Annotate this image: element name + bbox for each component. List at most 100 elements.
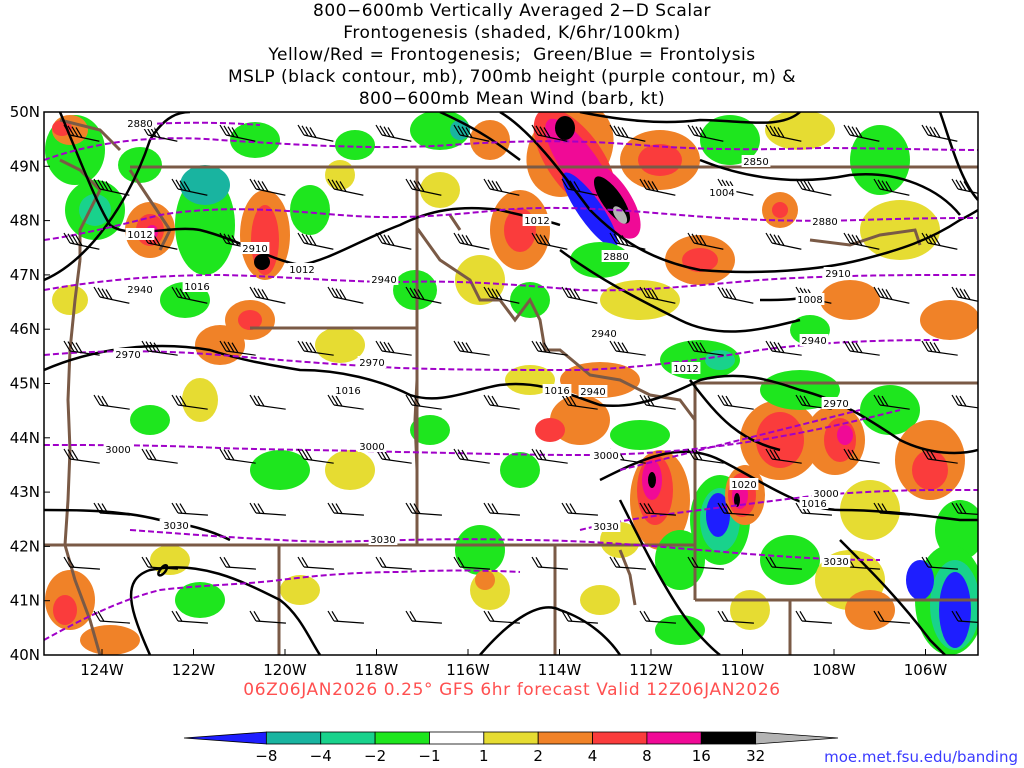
wind-barb-shaft (177, 620, 208, 624)
wind-barb-shaft (615, 350, 646, 356)
wind-barb-flag (175, 287, 183, 299)
title-line-5: 800−600mb Mean Wind (barb, kt) (358, 89, 666, 109)
wind-barb-flag (699, 342, 707, 353)
lon-tick-label: 110W (721, 661, 765, 679)
wind-barb-shaft (801, 620, 832, 624)
wind-barb-shaft (567, 296, 598, 304)
wind-barb-flag (465, 342, 473, 353)
wind-barb-flag (647, 180, 655, 191)
wind-barb-flag (621, 342, 629, 353)
wind-barb-flag (765, 448, 773, 460)
wind-barb-flag (171, 178, 179, 190)
wind-barb-flag (301, 233, 309, 245)
contour-label: 3000 (813, 489, 838, 500)
wind-barb-flag (183, 181, 191, 192)
contour-label: 2970 (823, 399, 848, 410)
colorbar-tick-label: −1 (418, 747, 440, 765)
wind-barb-flag (179, 288, 187, 299)
wind-barb-flag (383, 234, 391, 245)
wind-barb-flag (487, 179, 495, 191)
wind-barb-shaft (723, 620, 754, 624)
contour-label: 1012 (673, 364, 698, 375)
wind-barb-shaft (615, 134, 646, 142)
wind-barb-flag (491, 180, 499, 191)
contour-label: 3000 (359, 442, 384, 453)
wind-barb-flag (101, 180, 109, 191)
credit-link[interactable]: moe.met.fsu.edu/banding (824, 748, 1018, 766)
wind-barb-flag (145, 341, 153, 352)
wind-barb-flag (379, 341, 387, 352)
wind-barb-shaft (879, 404, 910, 410)
wind-barb-flag (765, 124, 773, 136)
wind-barb-shaft (333, 188, 364, 196)
wind-barb-flag (651, 289, 659, 300)
wind-barb-flag (331, 502, 339, 514)
wind-barb-flag (691, 341, 699, 352)
wind-barb-flag (873, 178, 881, 190)
wind-barb-shaft (255, 404, 286, 410)
wind-barb-shaft (723, 512, 754, 516)
wind-barb-flag (93, 502, 101, 514)
wind-barb-flag (219, 232, 227, 244)
wind-barb-flag (777, 342, 785, 353)
wind-barb-flag (249, 394, 257, 406)
wind-barb-flag (297, 232, 305, 244)
wind-barb-flag (725, 503, 733, 514)
wind-barb-flag (565, 287, 573, 299)
wind-barb-flag (959, 180, 967, 191)
wind-barb-shaft (99, 512, 130, 516)
wind-barb-shaft (849, 458, 880, 464)
wind-barb-shaft (177, 512, 208, 516)
wind-barb-flag (843, 340, 851, 352)
wind-barb-flag (335, 395, 343, 407)
wind-barb-shaft (645, 404, 676, 410)
wind-barb-flag (569, 288, 577, 299)
wind-barb-shaft (771, 458, 802, 464)
wind-barb-flag (461, 234, 469, 245)
wind-barb-flag (881, 288, 889, 299)
wind-barb-flag (699, 127, 707, 138)
wind-barb-flag (457, 556, 465, 568)
wind-barb-shaft (771, 566, 802, 570)
wind-barb-shaft (303, 458, 334, 464)
wind-barb-shaft (927, 458, 958, 464)
wind-barb-shaft (99, 188, 130, 196)
wind-barb-flag (63, 124, 71, 136)
wind-barb-flag (97, 287, 105, 299)
wind-barb-flag (955, 502, 963, 514)
wind-barb-flag (253, 610, 261, 622)
contour-label: 2910 (825, 269, 850, 280)
wind-barb-flag (721, 287, 729, 299)
wind-barb-flag (609, 340, 617, 352)
wind-barb-flag (63, 556, 71, 568)
wind-barb-flag (409, 287, 417, 299)
wind-barb-flag (141, 448, 149, 460)
wind-barb-flag (725, 395, 733, 407)
wind-barb-flag (257, 180, 265, 191)
wind-barb-flag (457, 449, 465, 460)
contour-label-bg (125, 117, 155, 129)
wind-barb-flag (149, 341, 157, 353)
wind-barb-flag (75, 235, 83, 246)
contour-label-bg (729, 478, 759, 490)
wind-barb-flag (639, 502, 647, 514)
wind-barb-shaft (879, 512, 910, 516)
wind-barb-flag (873, 286, 881, 298)
wind-barb-flag (639, 178, 647, 190)
wind-barb-flag (951, 178, 959, 190)
colorbar: −8 −4 −2 −1 1 2 4 8 16 32 (183, 731, 839, 765)
wind-barb-shaft (381, 458, 412, 464)
wind-barb-flag (141, 340, 149, 352)
wind-barb-shaft (489, 512, 520, 516)
wind-barb-shaft (615, 566, 646, 570)
wind-barb-flag (851, 341, 859, 353)
wind-barb-shaft (957, 404, 978, 409)
wind-barb-flag (171, 610, 179, 622)
wind-barb-flag (71, 341, 79, 353)
wind-barb-flag (721, 502, 729, 514)
wind-barb-flag (539, 234, 547, 245)
wind-barb-flag (695, 449, 703, 461)
wind-barb-shaft (69, 134, 100, 142)
height-labels: 2850 2880 2880 2880 2910 2910 2940 2940 2940 2940… (103, 117, 853, 568)
wind-barb-flag (375, 232, 383, 244)
